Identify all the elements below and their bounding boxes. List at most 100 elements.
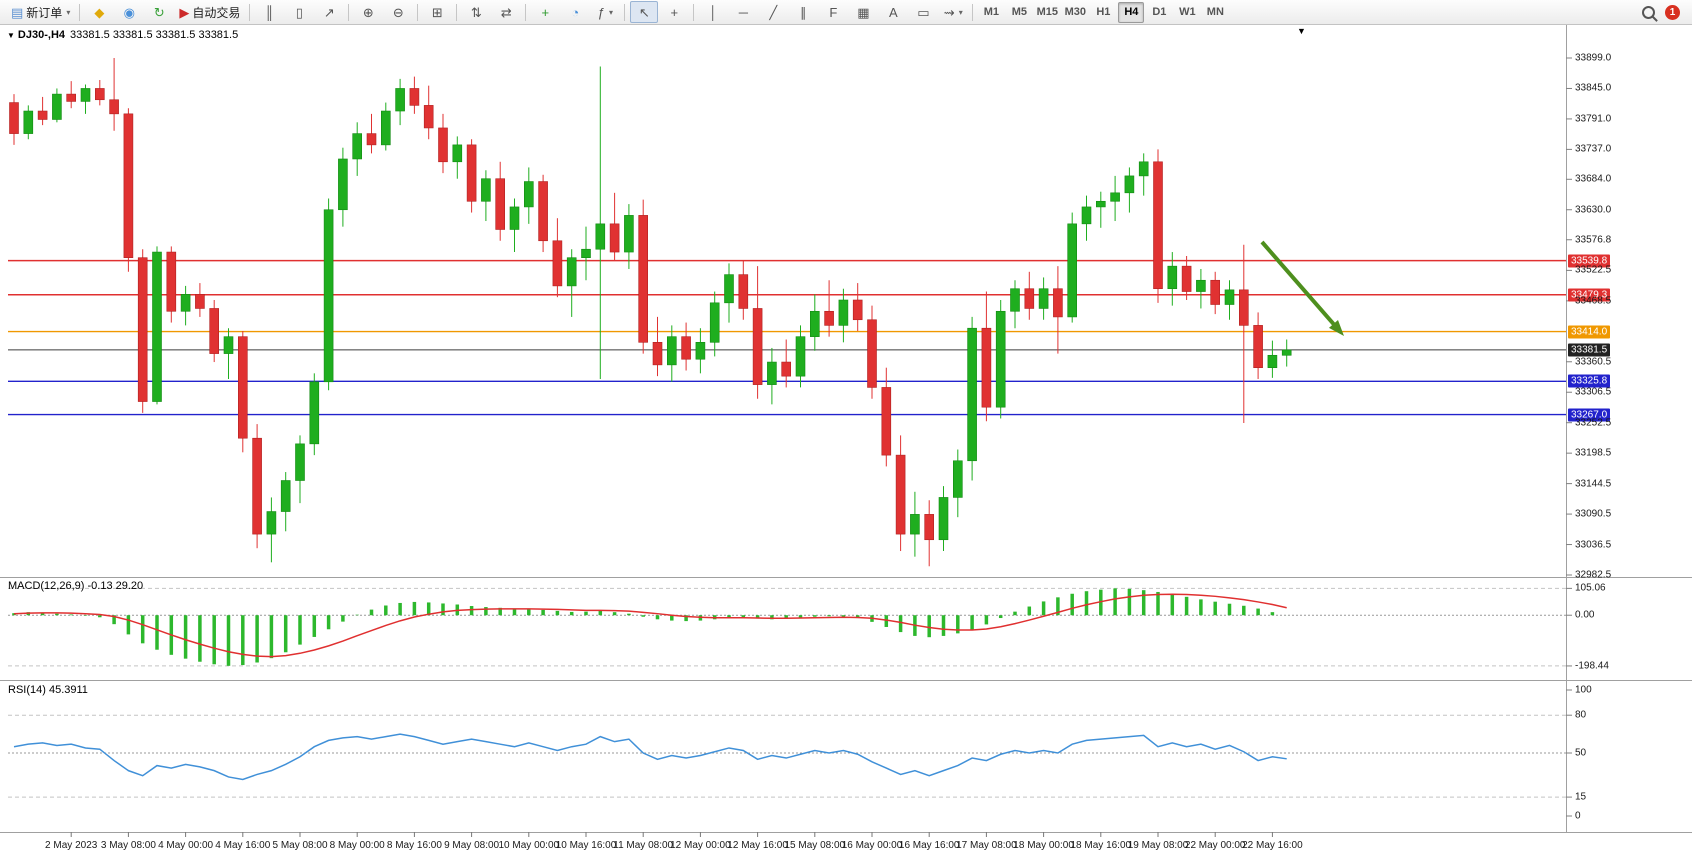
auto-trading-button[interactable]: ▶ 自动交易 xyxy=(175,1,244,23)
notification-badge[interactable]: 1 xyxy=(1665,4,1680,20)
candle xyxy=(738,274,749,309)
candle xyxy=(809,310,820,337)
candle xyxy=(452,144,463,163)
horizontal-line-button[interactable]: ─ xyxy=(729,1,757,23)
candle xyxy=(1267,354,1278,368)
bar-chart-button[interactable]: ║ xyxy=(255,1,283,23)
timeframe-h4-button[interactable]: H4 xyxy=(1118,1,1145,23)
candle xyxy=(624,215,634,253)
toolbar-separator xyxy=(456,3,458,21)
text-label-button[interactable]: ▭ xyxy=(909,1,937,23)
text-button[interactable]: A xyxy=(879,1,907,23)
candle xyxy=(481,178,491,202)
candle xyxy=(323,209,334,383)
indicators-icon: ƒ xyxy=(597,4,605,20)
candlestick-chart-icon: ▯ xyxy=(295,4,303,20)
candle xyxy=(709,302,720,343)
toolbar-separator xyxy=(525,3,527,21)
chart-shift-button[interactable]: ⇄ xyxy=(492,1,520,23)
toolbar-right: 1 xyxy=(1642,4,1680,20)
candle xyxy=(1010,288,1020,312)
indicators-button[interactable]: ƒ ▾ xyxy=(591,1,619,23)
navigator-button[interactable]: ◉ xyxy=(115,1,143,23)
candle xyxy=(509,206,520,230)
trend-arrow-head[interactable] xyxy=(1328,319,1344,336)
candle xyxy=(366,133,377,146)
timeframe-m5-button[interactable]: M5 xyxy=(1011,6,1027,18)
candle xyxy=(1081,206,1092,225)
line-chart-button[interactable]: ↗ xyxy=(315,1,343,23)
candle xyxy=(423,105,434,129)
arrows-tool-icon: ⇝ xyxy=(943,4,955,20)
new-order-button[interactable]: ▤ 新订单 ▾ xyxy=(7,1,74,23)
auto-scroll-button[interactable]: ⇅ xyxy=(462,1,490,23)
candle xyxy=(1196,279,1206,292)
crosshair-button[interactable]: + xyxy=(660,1,688,23)
cursor-icon: ↖ xyxy=(638,4,650,20)
candle xyxy=(1024,288,1035,309)
toolbar-separator xyxy=(972,3,974,21)
candle xyxy=(666,336,677,366)
bar-chart-icon: ║ xyxy=(264,4,274,20)
timeframe-m15-button[interactable]: M15 xyxy=(1036,6,1059,18)
trend-arrow[interactable] xyxy=(1260,240,1339,330)
refresh-button[interactable]: ↻ xyxy=(145,1,173,23)
arrows-tool-button[interactable]: ⇝ ▾ xyxy=(939,1,967,23)
new-chart-icon: + xyxy=(541,4,550,20)
market-watch-button[interactable]: ◆ xyxy=(85,1,113,23)
timeframe-mn-button[interactable]: MN xyxy=(1206,6,1224,18)
candle xyxy=(609,223,620,253)
line-chart-icon: ↗ xyxy=(323,4,335,20)
zoom-out-button[interactable]: ⊖ xyxy=(384,1,412,23)
trendline-button[interactable]: ╱ xyxy=(759,1,787,23)
candle xyxy=(380,110,391,146)
timeframe-h1-button[interactable]: H1 xyxy=(1096,6,1111,18)
caret-down-icon: ▾ xyxy=(958,7,963,17)
candle xyxy=(1124,175,1135,194)
candle xyxy=(238,336,248,439)
zoom-in-button[interactable]: ⊕ xyxy=(354,1,382,23)
candle xyxy=(724,274,734,304)
candle xyxy=(523,181,534,208)
period-button[interactable]: ◔ xyxy=(561,1,589,23)
new-order-label: 新订单 xyxy=(26,5,63,20)
fibonacci-button[interactable]: F xyxy=(819,1,847,23)
new-chart-button[interactable]: + xyxy=(531,1,559,23)
equidistant-channel-icon: ∥ xyxy=(800,4,807,20)
candle xyxy=(266,511,277,535)
candle xyxy=(895,454,906,535)
shapes-icon: ▦ xyxy=(857,4,870,20)
shapes-button[interactable]: ▦ xyxy=(849,1,877,23)
candle xyxy=(1210,279,1220,305)
tile-windows-icon: ⊞ xyxy=(431,4,443,20)
horizontal-line-icon: ─ xyxy=(738,4,748,20)
candle xyxy=(1110,192,1120,202)
timeframe-w1-button[interactable]: W1 xyxy=(1179,6,1196,18)
candle xyxy=(681,336,691,360)
equidistant-channel-button[interactable]: ∥ xyxy=(789,1,817,23)
candle xyxy=(852,299,863,321)
search-icon[interactable] xyxy=(1642,5,1655,19)
timeframe-m30-button[interactable]: M30 xyxy=(1064,6,1087,18)
candlestick-chart-button[interactable]: ▯ xyxy=(285,1,313,23)
candle xyxy=(752,308,763,385)
toolbar-separator xyxy=(417,3,419,21)
cursor-button[interactable]: ↖ xyxy=(630,1,659,23)
candle xyxy=(924,514,935,541)
toolbar-separator xyxy=(348,3,350,21)
vertical-line-button[interactable]: │ xyxy=(699,1,727,23)
timeframe-m1-button[interactable]: M1 xyxy=(983,6,999,18)
timeframe-d1-button[interactable]: D1 xyxy=(1152,6,1167,18)
toolbar-buttons: ▤ 新订单 ▾ ◆ ◉ ↻ ▶ 自动交易 ║ ▯ ↗ ⊕ ⊖ ⊞ ⇅ ⇄ + ◔ ƒ ▾ ↖ + │ ─ ╱ ∥ F ▦ A ▭ ⇝ ▾ M1 M… xyxy=(6,0,1642,24)
candle xyxy=(309,381,320,445)
candle xyxy=(95,88,105,101)
zoom-in-icon: ⊕ xyxy=(362,4,374,20)
candle xyxy=(581,248,591,258)
candle xyxy=(867,319,877,388)
candle xyxy=(781,361,792,377)
candle xyxy=(1253,325,1263,368)
candle xyxy=(595,223,606,250)
tile-windows-button[interactable]: ⊞ xyxy=(423,1,451,23)
candle xyxy=(1138,161,1149,177)
candle xyxy=(352,133,363,160)
